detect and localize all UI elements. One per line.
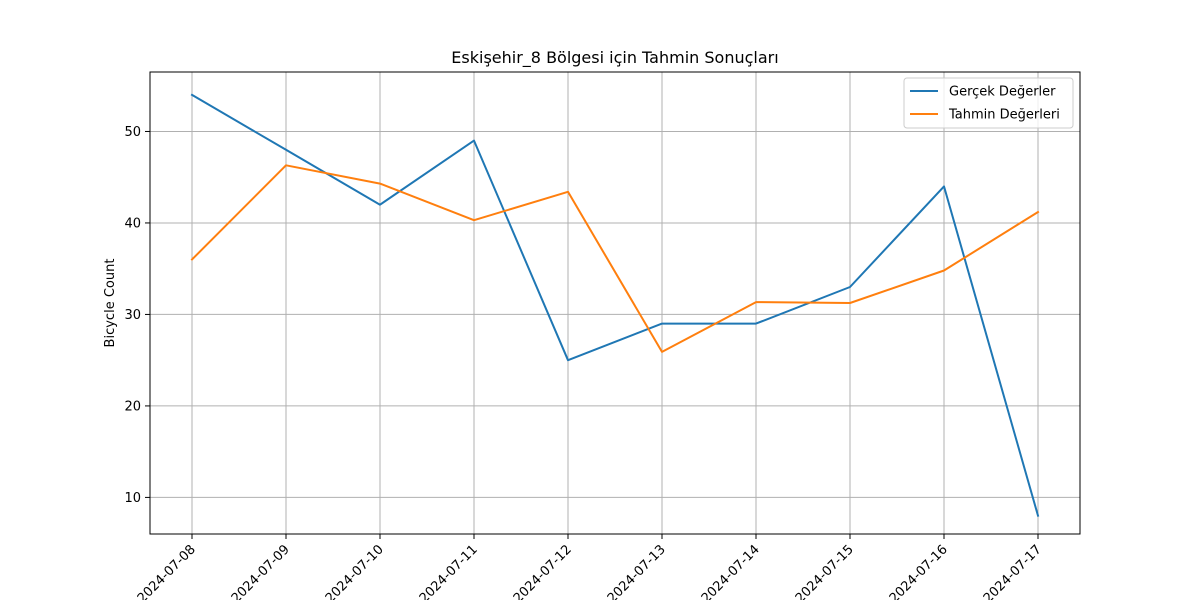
chart-title: Eskişehir_8 Bölgesi için Tahmin Sonuçlar…	[451, 48, 778, 68]
y-tick-label: 40	[124, 216, 141, 231]
y-tick-label: 10	[124, 491, 141, 506]
legend-label-1: Gerçek Değerler	[949, 85, 1056, 100]
y-tick-label: 50	[124, 125, 141, 140]
y-tick-label: 30	[124, 308, 141, 323]
legend-label-2: Tahmin Değerleri	[948, 108, 1060, 123]
plot-frame	[149, 71, 1081, 535]
legend: Gerçek Değerler Tahmin Değerleri	[903, 77, 1074, 129]
y-tick-label: 20	[124, 399, 141, 414]
series-line-2	[190, 164, 1040, 353]
legend-box	[903, 77, 1074, 129]
y-axis-title: Bicycle Count	[103, 259, 118, 348]
series-line-1	[190, 93, 1040, 517]
series-lines	[190, 93, 1040, 517]
grid	[150, 72, 1080, 534]
